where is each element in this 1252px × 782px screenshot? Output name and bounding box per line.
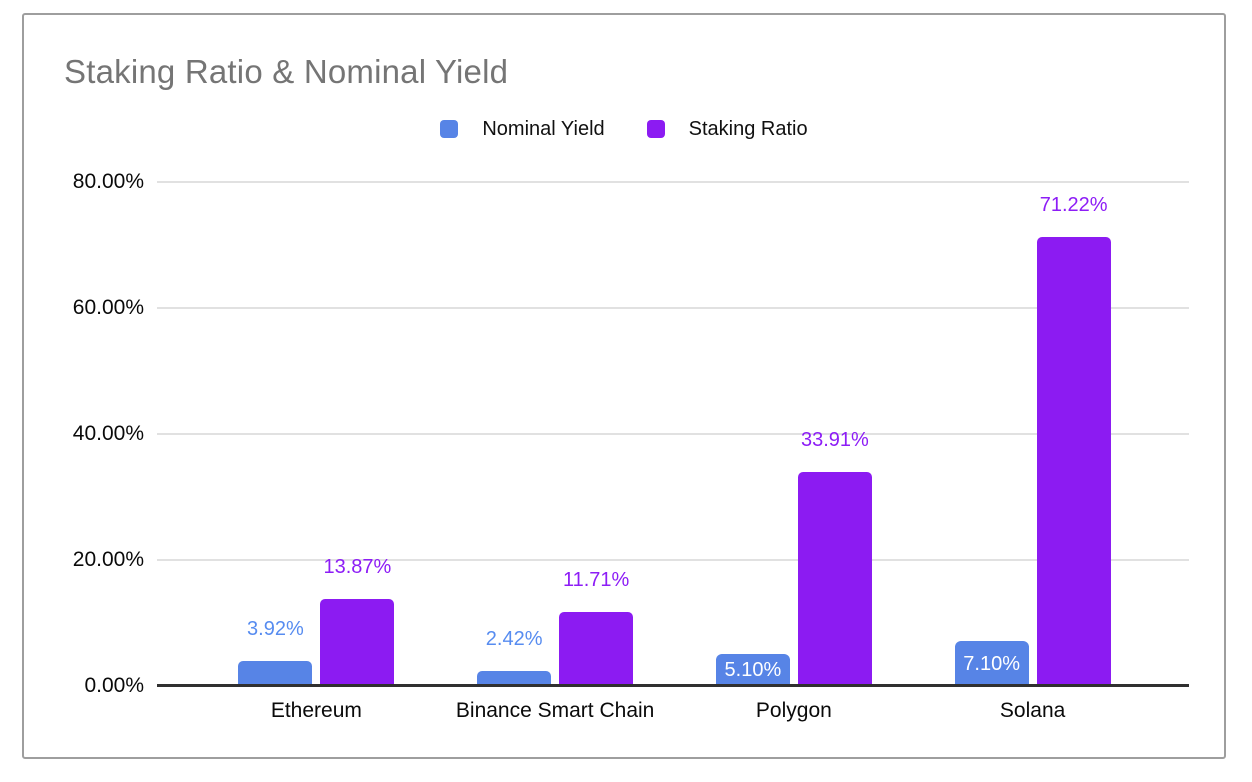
x-axis-labels: Ethereum Binance Smart Chain Polygon Solana — [157, 698, 1189, 723]
bar-group-binance-smart-chain: 2.42% 11.71% — [436, 182, 675, 686]
y-tick-60: 60.00% — [72, 296, 144, 319]
legend-label-nominal-yield: Nominal Yield — [482, 117, 605, 140]
x-axis-line — [157, 684, 1189, 687]
legend-item-nominal-yield: Nominal Yield — [440, 117, 605, 141]
bar-label-nominal-yield-binance-smart-chain: 2.42% — [485, 628, 543, 650]
bar-nominal-yield-binance-smart-chain: 2.42% — [477, 628, 552, 686]
bar-label-staking-ratio-ethereum: 13.87% — [323, 556, 392, 578]
bar-nominal-yield-ethereum: 3.92% — [238, 618, 313, 686]
bar-nominal-yield-solana: 7.10% — [954, 641, 1029, 686]
legend-item-staking-ratio: Staking Ratio — [646, 117, 808, 141]
bar-label-nominal-yield-ethereum: 3.92% — [247, 618, 304, 640]
bar-staking-ratio-binance-smart-chain: 11.71% — [559, 569, 634, 686]
bar-nominal-yield-polygon: 5.10% — [715, 654, 790, 686]
legend-label-staking-ratio: Staking Ratio — [688, 117, 808, 140]
gridline-40 — [157, 433, 1189, 435]
chart-title: Staking Ratio & Nominal Yield — [64, 53, 509, 90]
chart-card: Staking Ratio & Nominal Yield Nominal Yi… — [22, 13, 1226, 759]
bar-staking-ratio-solana: 71.22% — [1036, 194, 1111, 686]
y-tick-0: 0.00% — [84, 674, 144, 697]
gridline-60 — [157, 307, 1189, 309]
x-label-solana: Solana — [999, 699, 1066, 722]
bar-label-nominal-yield-solana: 7.10% — [963, 652, 1020, 675]
y-tick-40: 40.00% — [72, 422, 144, 445]
bar-staking-ratio-polygon: 33.91% — [797, 429, 872, 686]
bar-group-polygon: 5.10% 33.91% — [675, 182, 914, 686]
x-label-binance-smart-chain: Binance Smart Chain — [455, 699, 655, 722]
bar-group-solana: 7.10% 71.22% — [913, 182, 1152, 686]
bar-groups: 3.92% 13.87% 2.42% 11.71% 5.10% 33.91% 7.10% 71… — [157, 182, 1189, 686]
bar-staking-ratio-ethereum: 13.87% — [320, 556, 395, 686]
y-tick-20: 20.00% — [72, 548, 144, 571]
y-tick-80: 80.00% — [72, 170, 144, 193]
x-label-polygon: Polygon — [755, 699, 832, 722]
bar-label-staking-ratio-binance-smart-chain: 11.71% — [562, 569, 630, 591]
bar-group-ethereum: 3.92% 13.87% — [197, 182, 436, 686]
gridline-80 — [157, 181, 1189, 183]
bar-label-staking-ratio-solana: 71.22% — [1039, 194, 1108, 216]
legend-swatch-nominal-yield — [440, 120, 459, 138]
legend-swatch-staking-ratio — [646, 120, 665, 138]
bar-label-staking-ratio-polygon: 33.91% — [800, 429, 869, 451]
x-label-ethereum: Ethereum — [270, 699, 362, 722]
plot-area: 3.92% 13.87% 2.42% 11.71% 5.10% 33.91% 7.10% 71… — [157, 181, 1189, 687]
bar-label-nominal-yield-polygon: 5.10% — [724, 659, 782, 681]
gridline-20 — [157, 559, 1189, 561]
chart-legend: Nominal Yield Staking Ratio — [24, 116, 1224, 142]
